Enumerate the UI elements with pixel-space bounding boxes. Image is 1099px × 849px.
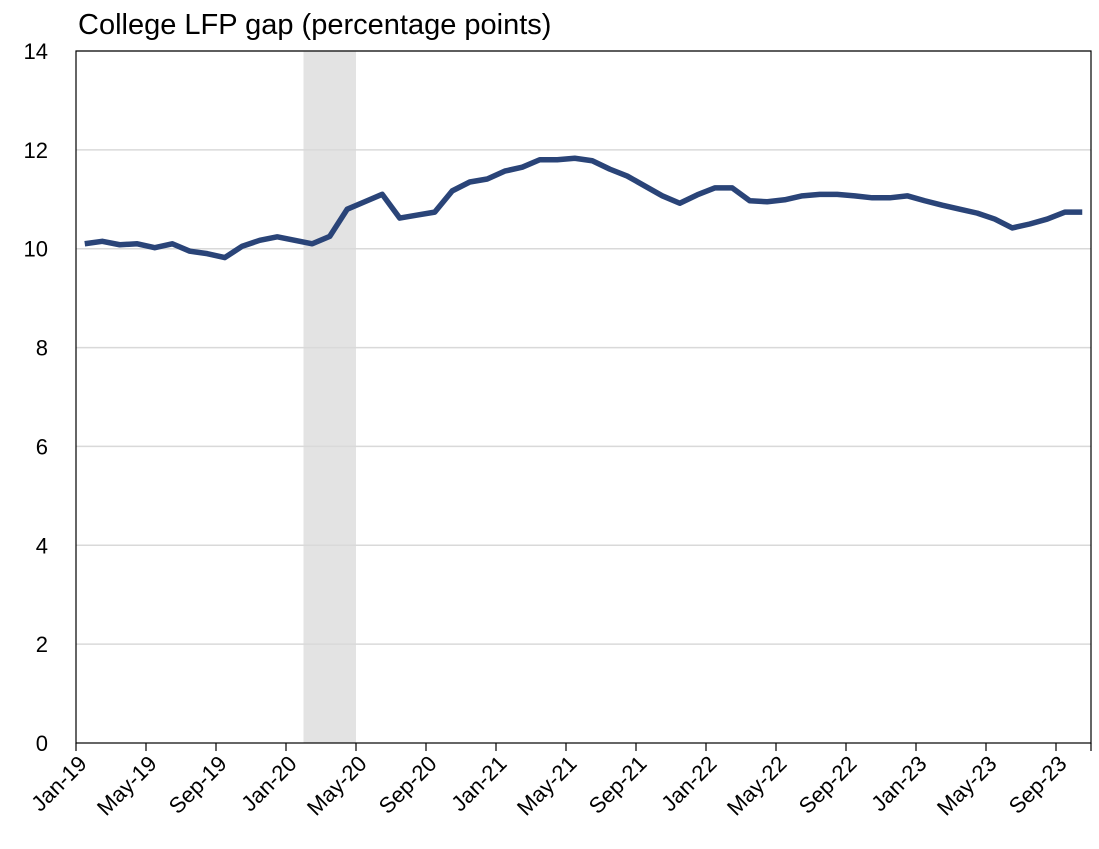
x-tick-label: May-22 bbox=[722, 751, 792, 821]
x-tick-label: Jan-19 bbox=[26, 751, 91, 816]
data-line bbox=[84, 155, 1083, 261]
x-tick-label: May-19 bbox=[92, 751, 162, 821]
y-tick-label: 10 bbox=[24, 237, 48, 262]
plot-frame bbox=[75, 50, 1092, 744]
shaded-region bbox=[303, 51, 356, 743]
x-tick-label: Sep-22 bbox=[794, 751, 862, 819]
y-tick-label: 0 bbox=[36, 731, 48, 756]
x-tick-label: May-20 bbox=[302, 751, 372, 821]
x-tick-label: Jan-22 bbox=[656, 751, 721, 816]
y-tick-label: 14 bbox=[24, 39, 48, 64]
x-tick-label: Sep-19 bbox=[164, 751, 232, 819]
y-tick-label: 8 bbox=[36, 336, 48, 361]
x-tick-label: Sep-20 bbox=[374, 751, 442, 819]
y-tick-label: 12 bbox=[24, 138, 48, 163]
x-tick-label: Sep-21 bbox=[584, 751, 652, 819]
x-tick-label: Jan-23 bbox=[866, 751, 931, 816]
x-tick-label: May-23 bbox=[932, 751, 1002, 821]
x-tick-label: May-21 bbox=[512, 751, 582, 821]
x-tick-label: Jan-20 bbox=[236, 751, 301, 816]
chart-title: College LFP gap (percentage points) bbox=[78, 9, 551, 41]
y-tick-label: 6 bbox=[36, 434, 48, 459]
y-tick-label: 2 bbox=[36, 632, 48, 657]
x-tick-label: Jan-21 bbox=[446, 751, 511, 816]
x-tick-label: Sep-23 bbox=[1004, 751, 1072, 819]
y-tick-label: 4 bbox=[36, 533, 48, 558]
